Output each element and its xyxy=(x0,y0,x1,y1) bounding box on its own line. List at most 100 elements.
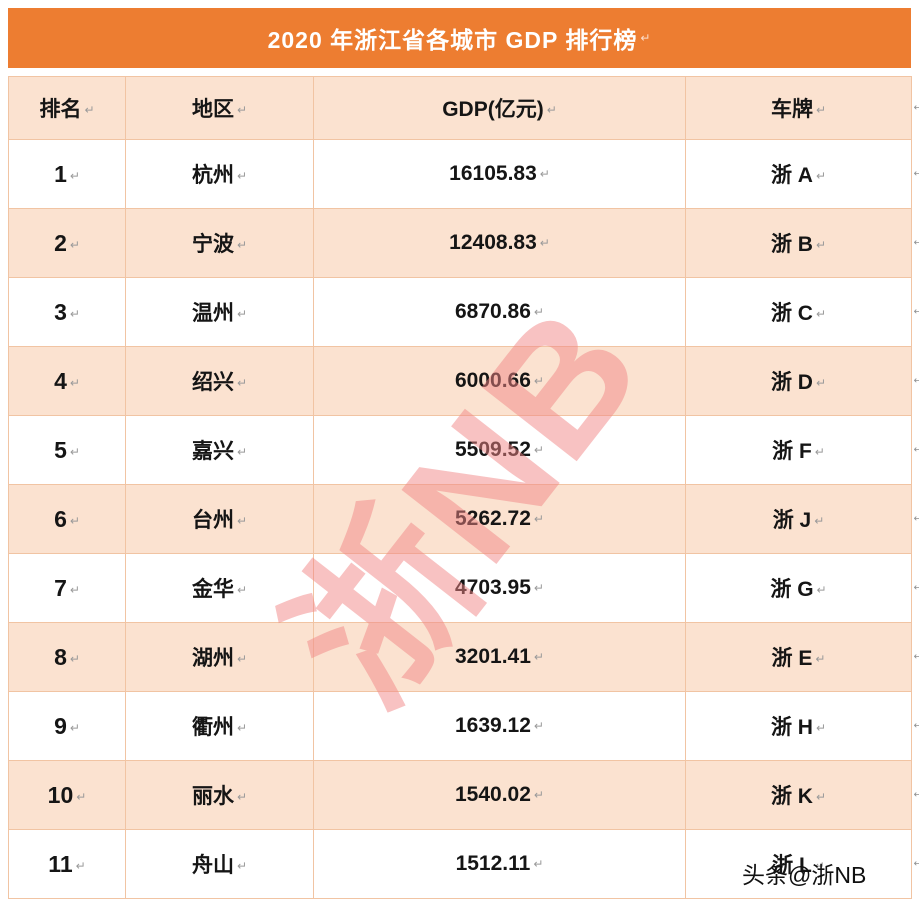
gdp-cell: 3201.41 ↵ xyxy=(313,622,686,692)
plate-value: 浙 C xyxy=(770,302,813,325)
row-end-mark-icon: ↵ xyxy=(913,306,919,318)
city-cell: 杭州 ↵ xyxy=(125,139,314,209)
gdp-value: 5262.72 xyxy=(455,507,531,530)
table-row: 2 ↵ 宁波 ↵ 12408.83 ↵ 浙 B ↵ ↵ xyxy=(8,208,919,278)
city-value: 台州 xyxy=(191,509,234,532)
gdp-cell: 5509.52 ↵ xyxy=(313,415,686,485)
table-row: 4 ↵ 绍兴 ↵ 6000.66 ↵ 浙 D ↵ ↵ xyxy=(8,346,919,416)
paragraph-mark-icon: ↵ xyxy=(236,859,248,873)
column-header-label: GDP(亿元) xyxy=(442,98,544,121)
paragraph-mark-icon: ↵ xyxy=(69,513,80,528)
paragraph-mark-icon: ↵ xyxy=(533,650,544,664)
paragraph-mark-icon: ↵ xyxy=(533,788,544,802)
gdp-ranking-table: 排名 ↵ 地区 ↵ GDP(亿元) ↵ 车牌 ↵ ↵ 1 ↵ 杭州 ↵ 16105.83 ↵ 浙… xyxy=(8,76,919,899)
paragraph-mark-icon: ↵ xyxy=(533,443,544,457)
gdp-value: 1639.12 xyxy=(455,714,531,737)
paragraph-mark-icon: ↵ xyxy=(84,103,95,117)
paragraph-mark-icon: ↵ xyxy=(236,103,248,117)
plate-cell: 浙 G ↵ ↵ xyxy=(685,553,919,623)
rank-value: 1 xyxy=(54,160,67,187)
plate-value: 浙 J xyxy=(772,509,812,532)
table-row: 9 ↵ 衢州 ↵ 1639.12 ↵ 浙 H ↵ ↵ xyxy=(8,691,919,761)
paragraph-mark-icon: ↵ xyxy=(236,445,248,459)
rank-cell: 1 ↵ xyxy=(8,139,126,209)
table-row: 11 ↵ 舟山 ↵ 1512.11 ↵ 浙 L ↵ ↵ xyxy=(8,829,919,899)
table-title-bar: 2020 年浙江省各城市 GDP 排行榜 ↵ xyxy=(8,8,911,68)
gdp-value: 3201.41 xyxy=(455,645,531,668)
paragraph-mark-icon: ↵ xyxy=(69,582,80,597)
gdp-cell: 12408.83 ↵ xyxy=(313,208,686,278)
paragraph-mark-icon: ↵ xyxy=(533,581,544,595)
paragraph-mark-icon: ↵ xyxy=(76,789,87,804)
paragraph-mark-icon: ↵ xyxy=(236,790,248,804)
gdp-cell: 1639.12 ↵ xyxy=(313,691,686,761)
rank-value: 3 xyxy=(54,298,67,325)
row-end-mark-icon: ↵ xyxy=(913,582,919,594)
gdp-cell: 5262.72 ↵ xyxy=(313,484,686,554)
city-value: 嘉兴 xyxy=(191,440,234,463)
gdp-value: 6870.86 xyxy=(455,300,531,323)
paragraph-mark-icon: ↵ xyxy=(640,31,652,45)
table-row: 3 ↵ 温州 ↵ 6870.86 ↵ 浙 C ↵ ↵ xyxy=(8,277,919,347)
paragraph-mark-icon: ↵ xyxy=(236,514,248,528)
paragraph-mark-icon: ↵ xyxy=(236,721,248,735)
column-header-label: 车牌 xyxy=(770,98,813,121)
plate-value: 浙 E xyxy=(771,647,813,670)
paragraph-mark-icon: ↵ xyxy=(815,721,827,735)
city-cell: 金华 ↵ xyxy=(125,553,314,623)
column-header-label: 地区 xyxy=(191,98,234,121)
header-row: 排名 ↵ 地区 ↵ GDP(亿元) ↵ 车牌 ↵ ↵ xyxy=(8,76,919,140)
rank-cell: 4 ↵ xyxy=(8,346,126,416)
paragraph-mark-icon: ↵ xyxy=(539,236,550,250)
plate-cell: 浙 F ↵ ↵ xyxy=(685,415,919,485)
plate-value: 浙 B xyxy=(770,233,813,256)
rank-cell: 5 ↵ xyxy=(8,415,126,485)
paragraph-mark-icon: ↵ xyxy=(533,512,544,526)
rank-cell: 3 ↵ xyxy=(8,277,126,347)
rank-value: 7 xyxy=(54,574,67,601)
table-row: 5 ↵ 嘉兴 ↵ 5509.52 ↵ 浙 F ↵ ↵ xyxy=(8,415,919,485)
gdp-value: 4703.95 xyxy=(455,576,531,599)
row-end-mark-icon: ↵ xyxy=(913,651,919,663)
gdp-value: 16105.83 xyxy=(449,162,537,185)
rank-value: 10 xyxy=(47,781,74,808)
paragraph-mark-icon: ↵ xyxy=(816,583,827,597)
plate-cell: 浙 A ↵ ↵ xyxy=(685,139,919,209)
column-header-label: 排名 xyxy=(39,98,82,121)
table-row: 7 ↵ 金华 ↵ 4703.95 ↵ 浙 G ↵ ↵ xyxy=(8,553,919,623)
city-value: 温州 xyxy=(191,302,234,325)
city-value: 丽水 xyxy=(191,785,234,808)
rank-cell: 11 ↵ xyxy=(8,829,126,899)
row-end-mark-icon: ↵ xyxy=(913,237,919,249)
rank-cell: 9 ↵ xyxy=(8,691,126,761)
rank-cell: 2 ↵ xyxy=(8,208,126,278)
paragraph-mark-icon: ↵ xyxy=(236,307,248,321)
paragraph-mark-icon: ↵ xyxy=(69,444,80,459)
gdp-value: 1512.11 xyxy=(455,852,531,875)
paragraph-mark-icon: ↵ xyxy=(236,376,248,390)
paragraph-mark-icon: ↵ xyxy=(815,238,827,252)
row-end-mark-icon: ↵ xyxy=(913,102,919,114)
rank-value: 5 xyxy=(54,436,67,463)
paragraph-mark-icon: ↵ xyxy=(546,103,557,117)
gdp-value: 5509.52 xyxy=(455,438,531,461)
column-header-rank: 排名 ↵ xyxy=(8,76,126,140)
column-header-plate: 车牌 ↵ ↵ xyxy=(685,76,919,140)
plate-cell: 浙 D ↵ ↵ xyxy=(685,346,919,416)
paragraph-mark-icon: ↵ xyxy=(815,790,827,804)
paragraph-mark-icon: ↵ xyxy=(69,306,80,321)
city-cell: 温州 ↵ xyxy=(125,277,314,347)
rank-cell: 10 ↵ xyxy=(8,760,126,830)
city-cell: 嘉兴 ↵ xyxy=(125,415,314,485)
paragraph-mark-icon: ↵ xyxy=(815,169,827,183)
gdp-value: 12408.83 xyxy=(449,231,537,254)
paragraph-mark-icon: ↵ xyxy=(69,375,80,390)
rank-cell: 7 ↵ xyxy=(8,553,126,623)
paragraph-mark-icon: ↵ xyxy=(69,651,80,666)
row-end-mark-icon: ↵ xyxy=(913,789,919,801)
paragraph-mark-icon: ↵ xyxy=(236,238,248,252)
city-value: 金华 xyxy=(191,578,234,601)
paragraph-mark-icon: ↵ xyxy=(69,720,80,735)
column-header-region: 地区 ↵ xyxy=(125,76,314,140)
